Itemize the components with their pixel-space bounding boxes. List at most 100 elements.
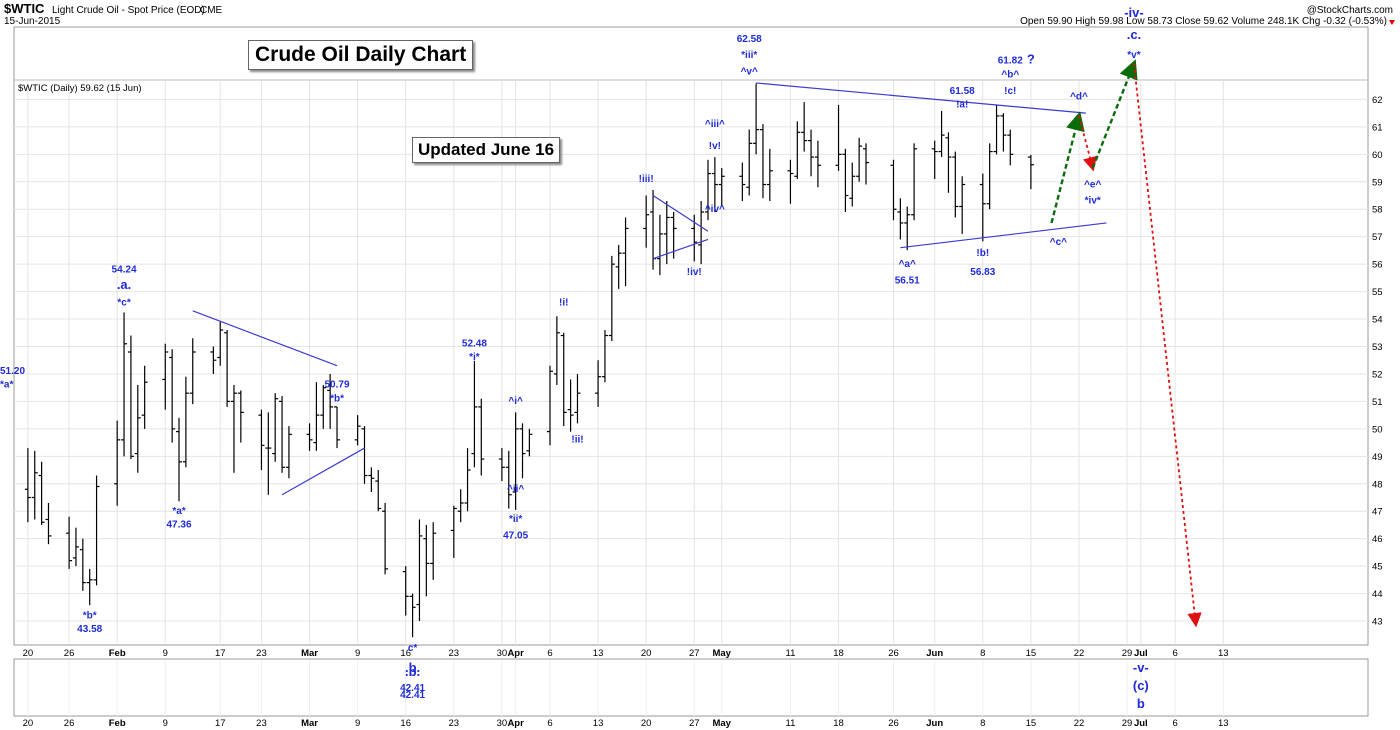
- wave-label: ^d^: [1070, 91, 1088, 102]
- wave-label: .a.: [117, 277, 131, 292]
- y-tick-label: 46: [1372, 534, 1383, 545]
- ohlc-bar: [141, 365, 148, 429]
- ohlc-bar: [1027, 154, 1034, 190]
- wave-label: 42.41: [400, 690, 425, 701]
- x-tick-label: 8: [980, 648, 985, 659]
- projection-arrow-green: [1050, 111, 1085, 224]
- lower-x-tick-label: 15: [1026, 718, 1037, 729]
- ohlc-bar: [863, 143, 870, 185]
- y-tick-label: 48: [1372, 479, 1383, 490]
- lower-x-tick-label: 13: [593, 718, 604, 729]
- wave-label: ^b^: [1001, 69, 1019, 80]
- ohlc-bar: [911, 143, 918, 221]
- ohlc-bar: [409, 593, 416, 638]
- y-tick-label: 43: [1372, 617, 1383, 628]
- ohlc-bar: [368, 467, 375, 493]
- wave-label: !a!: [956, 100, 968, 111]
- ohlc-bar: [897, 198, 904, 240]
- wave-label: *iv*: [1085, 196, 1101, 207]
- lower-x-tick-label: Jun: [926, 718, 943, 729]
- chg-down-icon: [1389, 20, 1395, 25]
- x-tick-label: Jul: [1134, 648, 1148, 659]
- ohlc-bar: [835, 104, 842, 171]
- wave-label: 54.24: [112, 264, 137, 275]
- ohlc-bar: [553, 316, 560, 385]
- header-exchange: CME: [200, 5, 223, 16]
- x-tick-label: Jun: [926, 648, 943, 659]
- wave-label: 62.58: [737, 34, 762, 45]
- ohlc-bar: [327, 373, 334, 429]
- ohlc-bar: [718, 168, 725, 207]
- lower-x-tick-label: May: [712, 718, 731, 729]
- trend-line: [900, 222, 1107, 249]
- y-tick-label: 62: [1372, 95, 1383, 106]
- wave-label: ^iii^: [705, 119, 725, 130]
- ohlc-bar: [842, 148, 849, 212]
- ohlc-bar: [182, 376, 189, 468]
- ohlc-bar: [938, 110, 945, 158]
- ohlc-bar: [210, 346, 217, 374]
- ohlc-bar: [471, 360, 478, 468]
- x-tick-label: 20: [23, 648, 34, 659]
- x-tick-label: Apr: [507, 648, 524, 659]
- x-tick-label: 18: [833, 648, 844, 659]
- x-tick-label: 9: [355, 648, 360, 659]
- ohlc-bar: [430, 522, 437, 580]
- wave-label: 61.82: [998, 56, 1023, 67]
- x-tick-label: Feb: [109, 648, 126, 659]
- wave-label: *a*: [172, 506, 185, 517]
- ohlc-bar: [931, 140, 938, 180]
- wave-label: !ii!: [571, 435, 583, 446]
- ohlc-bar: [759, 124, 766, 199]
- ohlc-bar: [574, 373, 581, 424]
- ohlc-bar: [560, 332, 567, 427]
- lower-x-tick-label: 8: [980, 718, 985, 729]
- ohlc-bar: [416, 519, 423, 622]
- ohlc-bar: [766, 148, 773, 201]
- x-tick-label: 15: [1026, 648, 1037, 659]
- wave-label: *b*: [330, 393, 344, 404]
- lower-x-tick-label: 9: [355, 718, 360, 729]
- y-tick-label: 52: [1372, 369, 1383, 380]
- x-tick-label: 29: [1122, 648, 1133, 659]
- y-tick-label: 55: [1372, 287, 1383, 298]
- wave-label: *a*: [0, 380, 13, 391]
- ohlc-bar: [361, 426, 368, 484]
- trend-line: [756, 82, 1086, 114]
- x-tick-label: 6: [1173, 648, 1178, 659]
- wave-label: ^iv^: [705, 204, 725, 215]
- lower-x-tick-label: Mar: [301, 718, 318, 729]
- wave-label: .c.: [1127, 27, 1141, 42]
- ohlc-bar: [306, 423, 313, 451]
- ohlc-bar: [945, 132, 952, 193]
- ohlc-bar: [464, 448, 471, 512]
- ohlc-bar: [224, 330, 231, 407]
- ohlc-bar: [519, 423, 526, 479]
- projection-arrow-red: [1078, 115, 1097, 172]
- updated-date-box: Updated June 16: [412, 137, 561, 163]
- ohlc-bar: [334, 406, 341, 449]
- ohlc-bar: [169, 349, 176, 443]
- lower-x-tick-label: Feb: [109, 718, 126, 729]
- ohlc-bar: [375, 470, 382, 512]
- ohlc-bar: [979, 173, 986, 242]
- lower-x-tick-label: 26: [64, 718, 75, 729]
- panel-label: $WTIC (Daily) 59.62 (15 Jun): [18, 83, 142, 94]
- wave-label: *b*: [83, 610, 97, 621]
- lower-x-tick-label: 16: [400, 718, 411, 729]
- ohlc-bar: [258, 409, 265, 471]
- y-tick-label: 53: [1372, 342, 1383, 353]
- ohlc-bar: [272, 393, 279, 462]
- ohlc-bar: [93, 475, 100, 586]
- lower-x-tick-label: 11: [786, 718, 796, 729]
- wave-label: ^i^: [508, 396, 523, 407]
- lower-x-tick-label: 20: [23, 718, 34, 729]
- ohlc-bar: [601, 330, 608, 383]
- lower-x-tick-label: 26: [888, 718, 899, 729]
- lower-x-tick-label: 29: [1122, 718, 1133, 729]
- lower-panel-grid: [27, 660, 1224, 716]
- ohlc-bar: [79, 538, 86, 591]
- ohlc-bar: [38, 461, 45, 525]
- wave-label: 50.79: [325, 380, 350, 391]
- y-tick-label: 56: [1372, 260, 1383, 271]
